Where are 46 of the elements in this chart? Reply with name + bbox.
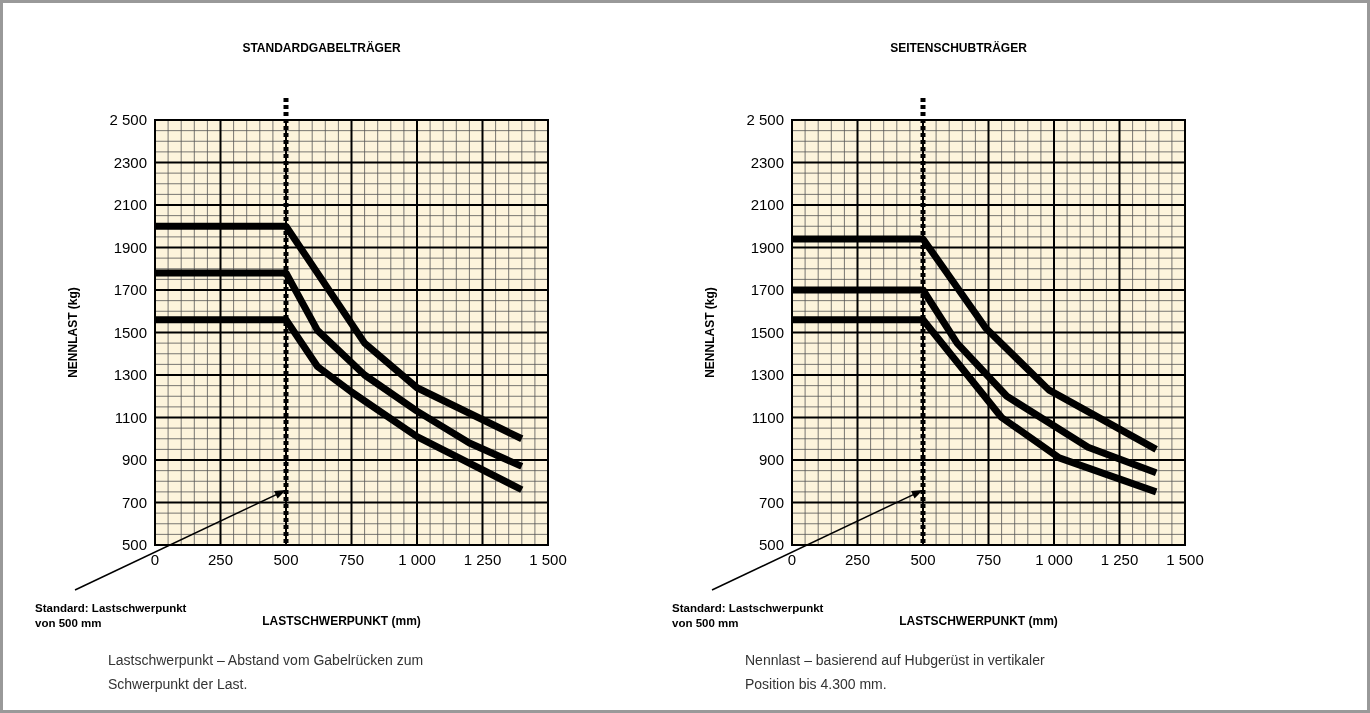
y-axis-title: NENNLAST (kg)	[66, 287, 80, 378]
y-tick-label: 500	[121, 536, 147, 553]
y-tick-label: 1300	[113, 366, 147, 383]
y-tick-label: 2300	[750, 153, 784, 171]
x-tick-label: 750	[338, 551, 365, 568]
y-tick-label: 900	[121, 451, 147, 468]
x-tick-label: 250	[207, 551, 234, 568]
x-axis-title: LASTSCHWERPUNKT (mm)	[899, 614, 1058, 628]
y-axis-title: NENNLAST (kg)	[703, 287, 717, 378]
x-tick-label: 1 500	[529, 551, 567, 568]
y-tick-label: 2 500	[746, 111, 784, 128]
y-tick-label: 500	[758, 536, 784, 553]
text: Nennlast – basierend auf Hubgerüst in vertikaler Position bis 4.300 mm.	[745, 652, 1045, 692]
y-tick-label: 700	[121, 493, 147, 511]
y-tick-label: 2300	[113, 153, 147, 171]
x-tick-label: 1 500	[1166, 551, 1204, 568]
y-tick-label: 1300	[750, 366, 784, 383]
x-tick-label: 1 250	[463, 551, 502, 568]
y-tick-label: 2100	[113, 196, 147, 213]
y-tick-label: 700	[758, 493, 784, 511]
ref-line-label: Standard: Lastschwerpunkt von 500 mm	[35, 602, 187, 629]
y-tick-label: 1500	[113, 323, 147, 341]
y-tick-label: 1100	[114, 408, 147, 426]
y-tick-label: 1700	[113, 281, 147, 298]
y-tick-label: 1900	[750, 238, 784, 256]
y-tick-label: 1500	[750, 323, 784, 341]
ref-line-label: Standard: Lastschwerpunkt von 500 mm	[672, 602, 824, 629]
x-axis-title: LASTSCHWERPUNKT (mm)	[262, 614, 421, 628]
x-tick-label: 1 250	[1100, 551, 1139, 568]
y-tick-label: 1900	[113, 238, 147, 256]
x-tick-label: 0	[150, 551, 160, 568]
x-tick-label: 0	[787, 551, 797, 568]
chart-title: SEITENSCHUBTRÄGER	[890, 40, 1028, 55]
x-tick-label: 500	[910, 551, 936, 568]
x-tick-label: 1 000	[398, 551, 436, 568]
y-tick-label: 900	[758, 451, 784, 468]
y-tick-label: 1700	[750, 281, 784, 298]
x-tick-label: 750	[975, 551, 1002, 568]
chart-title: STANDARDGABELTRÄGER	[242, 40, 401, 55]
text: Lastschwerpunkt – Abstand vom Gabelrücken zum Schwerpunkt der Last.	[108, 652, 424, 692]
x-tick-label: 500	[273, 551, 299, 568]
y-tick-label: 2 500	[109, 111, 147, 128]
y-tick-label: 2100	[750, 196, 784, 213]
y-tick-label: 1100	[751, 408, 784, 426]
x-tick-label: 1 000	[1035, 551, 1073, 568]
x-tick-label: 250	[844, 551, 871, 568]
